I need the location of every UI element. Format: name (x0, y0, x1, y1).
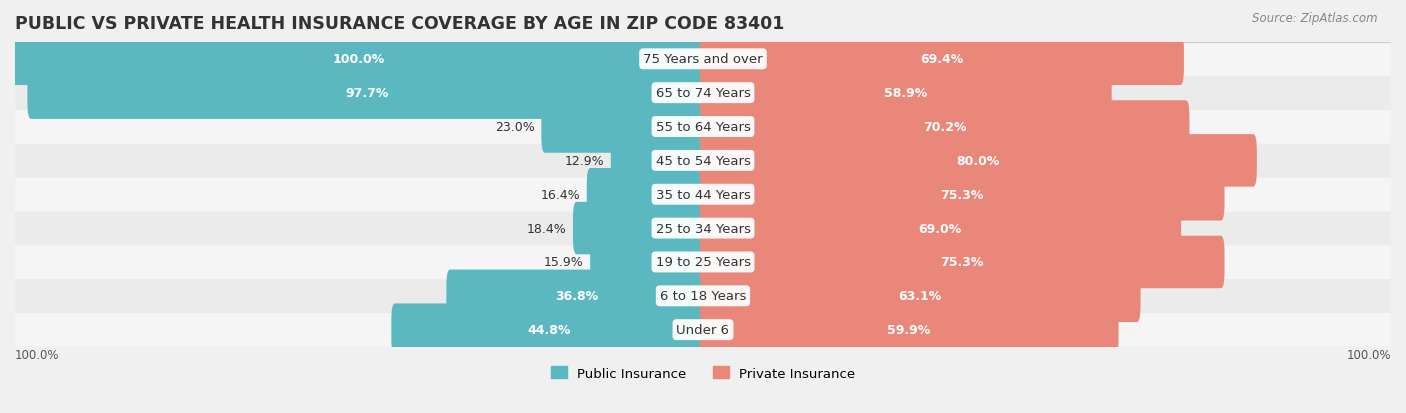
Text: 36.8%: 36.8% (555, 290, 598, 303)
Text: 58.9%: 58.9% (884, 87, 927, 100)
Text: 6 to 18 Years: 6 to 18 Years (659, 290, 747, 303)
Text: 35 to 44 Years: 35 to 44 Years (655, 188, 751, 201)
FancyBboxPatch shape (586, 169, 706, 221)
Text: 100.0%: 100.0% (15, 349, 59, 361)
Text: 18.4%: 18.4% (526, 222, 567, 235)
Text: 44.8%: 44.8% (527, 323, 571, 336)
Text: 75.3%: 75.3% (941, 256, 984, 269)
Text: 16.4%: 16.4% (540, 188, 579, 201)
Text: 100.0%: 100.0% (333, 53, 385, 66)
Text: 70.2%: 70.2% (922, 121, 966, 134)
FancyBboxPatch shape (700, 33, 1184, 86)
FancyBboxPatch shape (15, 279, 1391, 313)
Text: PUBLIC VS PRIVATE HEALTH INSURANCE COVERAGE BY AGE IN ZIP CODE 83401: PUBLIC VS PRIVATE HEALTH INSURANCE COVER… (15, 15, 785, 33)
FancyBboxPatch shape (700, 304, 1119, 356)
FancyBboxPatch shape (15, 43, 1391, 77)
FancyBboxPatch shape (700, 236, 1225, 289)
FancyBboxPatch shape (700, 135, 1257, 187)
FancyBboxPatch shape (700, 202, 1181, 255)
FancyBboxPatch shape (11, 33, 706, 86)
Legend: Public Insurance, Private Insurance: Public Insurance, Private Insurance (551, 366, 855, 380)
FancyBboxPatch shape (15, 245, 1391, 280)
Text: 55 to 64 Years: 55 to 64 Years (655, 121, 751, 134)
Text: Source: ZipAtlas.com: Source: ZipAtlas.com (1253, 12, 1378, 25)
FancyBboxPatch shape (446, 270, 706, 322)
FancyBboxPatch shape (15, 313, 1391, 347)
Text: 75.3%: 75.3% (941, 188, 984, 201)
Text: 19 to 25 Years: 19 to 25 Years (655, 256, 751, 269)
FancyBboxPatch shape (700, 101, 1189, 153)
Text: 69.0%: 69.0% (918, 222, 962, 235)
FancyBboxPatch shape (15, 76, 1391, 111)
Text: 59.9%: 59.9% (887, 323, 931, 336)
Text: 75 Years and over: 75 Years and over (643, 53, 763, 66)
Text: 65 to 74 Years: 65 to 74 Years (655, 87, 751, 100)
FancyBboxPatch shape (610, 135, 706, 187)
FancyBboxPatch shape (700, 67, 1112, 120)
Text: 15.9%: 15.9% (544, 256, 583, 269)
Text: 80.0%: 80.0% (956, 154, 1000, 168)
FancyBboxPatch shape (15, 178, 1391, 212)
FancyBboxPatch shape (15, 110, 1391, 145)
FancyBboxPatch shape (27, 67, 706, 120)
Text: 45 to 54 Years: 45 to 54 Years (655, 154, 751, 168)
FancyBboxPatch shape (574, 202, 706, 255)
Text: 69.4%: 69.4% (920, 53, 963, 66)
FancyBboxPatch shape (15, 211, 1391, 246)
FancyBboxPatch shape (591, 236, 706, 289)
FancyBboxPatch shape (541, 101, 706, 153)
Text: 25 to 34 Years: 25 to 34 Years (655, 222, 751, 235)
Text: 100.0%: 100.0% (1347, 349, 1391, 361)
Text: 12.9%: 12.9% (564, 154, 605, 168)
FancyBboxPatch shape (391, 304, 706, 356)
Text: 63.1%: 63.1% (898, 290, 942, 303)
FancyBboxPatch shape (700, 270, 1140, 322)
FancyBboxPatch shape (700, 169, 1225, 221)
Text: 23.0%: 23.0% (495, 121, 534, 134)
Text: 97.7%: 97.7% (346, 87, 388, 100)
Text: Under 6: Under 6 (676, 323, 730, 336)
FancyBboxPatch shape (15, 144, 1391, 178)
